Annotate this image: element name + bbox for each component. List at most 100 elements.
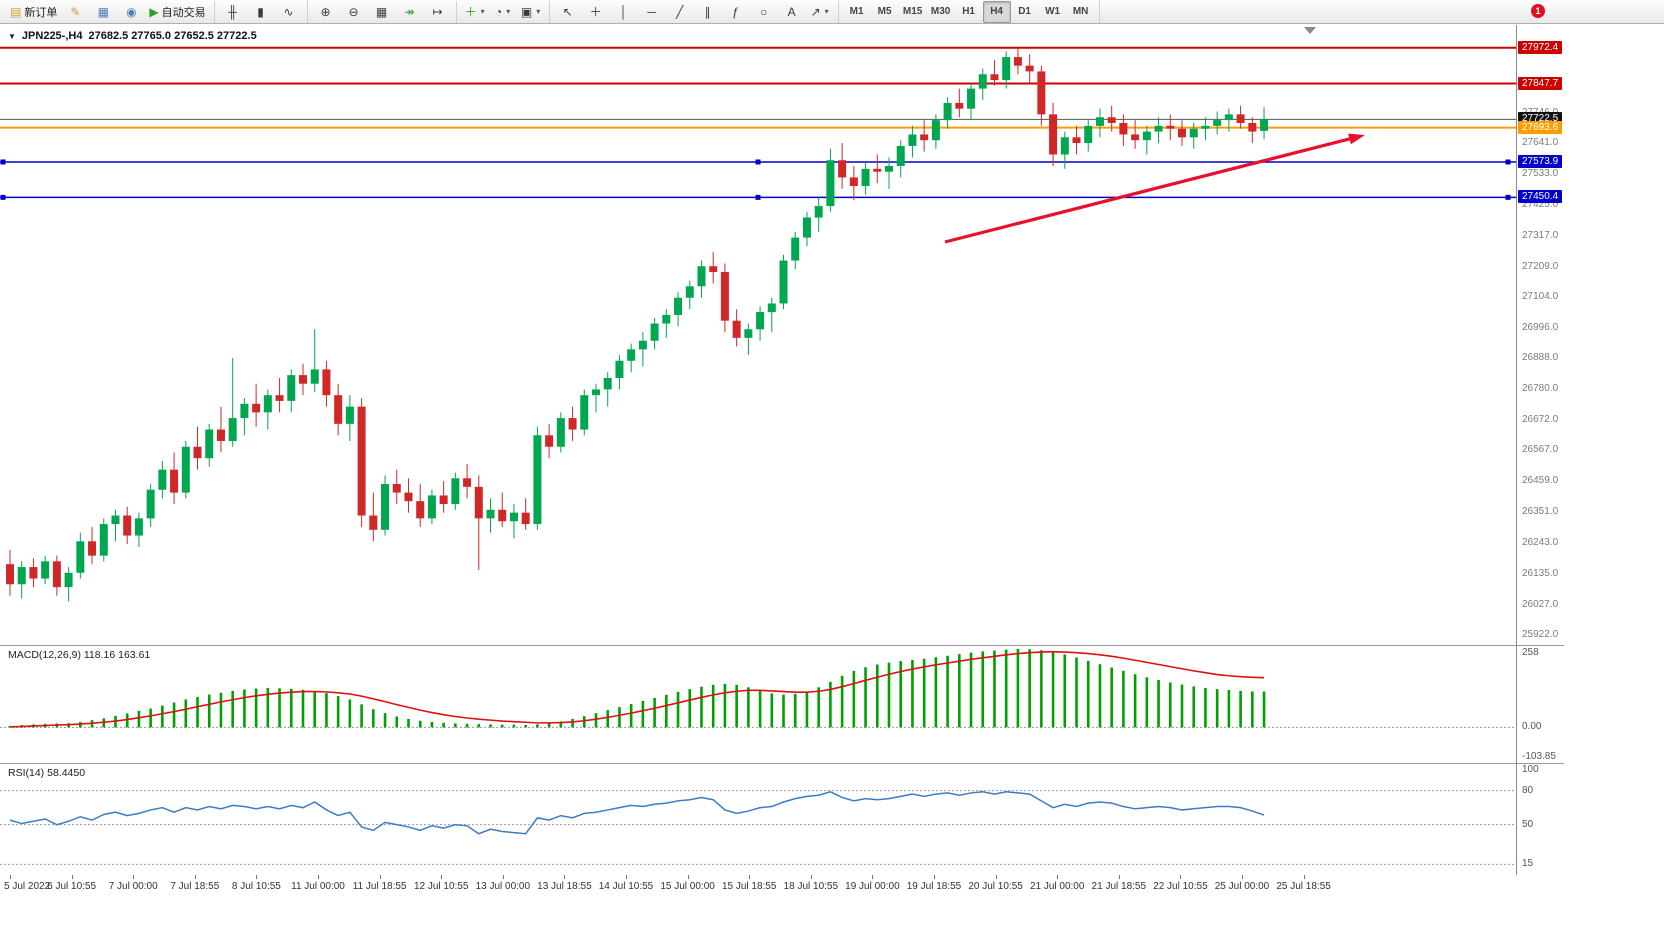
time-label: 7 Jul 18:55 <box>170 881 220 892</box>
line-chart-button[interactable]: ∿ <box>275 1 303 23</box>
price-tag: 27722.5 <box>1518 112 1563 126</box>
line-handle[interactable] <box>755 159 761 165</box>
trendline-button[interactable]: ╱ <box>666 1 694 23</box>
bar-chart-button[interactable]: ╫ <box>219 1 247 23</box>
auto-scroll-button[interactable]: ↠ <box>396 1 424 23</box>
price-tick-label: 25922.0 <box>1522 629 1559 641</box>
one-click-trading-toggle[interactable]: ▼ <box>8 31 16 41</box>
vertical-line-button[interactable]: │ <box>610 1 638 23</box>
candle <box>240 398 249 436</box>
time-tick <box>872 875 874 879</box>
line-handle[interactable] <box>0 159 6 165</box>
new-order-button[interactable]: ▤ 新订单 <box>6 1 61 23</box>
tf-h1-button[interactable]: H1 <box>955 1 983 23</box>
price-tag: 27972.4 <box>1518 40 1563 54</box>
time-tick <box>810 875 812 879</box>
tf-w1-button[interactable]: W1 <box>1039 1 1067 23</box>
candle <box>1131 120 1140 149</box>
market-watch-button[interactable]: ▦ <box>89 1 117 23</box>
horizontal-line-object[interactable] <box>0 194 1516 200</box>
tf-m30-button[interactable]: M30 <box>927 1 955 23</box>
periods-icon: ◔ <box>494 4 503 19</box>
rsi-panel[interactable] <box>0 763 1516 875</box>
tf-m5-button[interactable]: M5 <box>871 1 899 23</box>
line-handle[interactable] <box>1505 159 1511 165</box>
tf-h4-button[interactable]: H4 <box>982 0 1011 23</box>
candle <box>1189 122 1198 149</box>
time-axis[interactable]: 5 Jul 2022 6 Jul 10:55 7 Jul 00:00 7 Jul 18… <box>0 875 1664 903</box>
tf-mn-button-label: MN <box>1072 6 1089 17</box>
time-tick <box>934 875 935 879</box>
time-tick <box>687 875 689 879</box>
candle <box>521 498 530 530</box>
panel-separator[interactable] <box>0 763 1564 764</box>
rsi-scale-label: 15 <box>1522 858 1534 870</box>
horizontal-line-object[interactable] <box>0 159 1516 165</box>
time-tick <box>194 875 196 879</box>
indicators-button[interactable]: ＋ ▾ <box>461 1 489 23</box>
horizontal-line-button[interactable]: ─ <box>638 1 666 23</box>
indicators-icon: ＋ <box>464 4 477 19</box>
panel-separator[interactable] <box>0 645 1564 646</box>
chart-shift-button[interactable]: ↦ <box>424 1 452 23</box>
candle <box>205 423 214 467</box>
candle <box>181 441 190 499</box>
notification-badge[interactable]: 1 <box>1531 4 1545 18</box>
zoom-in-icon: ⊕ <box>320 4 331 19</box>
rsi-name: RSI(14) <box>8 767 45 779</box>
candle <box>123 506 132 545</box>
price-tag: 27450.4 <box>1518 190 1563 204</box>
candle <box>1142 125 1151 155</box>
zoom-in-button[interactable]: ⊕ <box>312 1 340 23</box>
crosshair-button[interactable]: ＋ <box>582 1 610 23</box>
time-label: 12 Jul 10:55 <box>413 881 469 892</box>
line-handle[interactable] <box>0 194 6 200</box>
navigator-button[interactable]: ◉ <box>117 1 145 23</box>
candle <box>873 154 882 184</box>
tf-m1-button[interactable]: M1 <box>843 1 871 23</box>
tf-m15-button[interactable]: M15 <box>899 1 927 23</box>
tile-windows-icon: ▦ <box>375 4 388 19</box>
navigator-icon: ◉ <box>126 4 137 19</box>
time-tick <box>10 875 11 879</box>
candle <box>1107 105 1116 132</box>
price-tick-label: 26027.0 <box>1522 599 1559 611</box>
symbol-period-label: JPN225-,H4 <box>21 30 83 42</box>
time-label: 11 Jul 18:55 <box>352 881 407 892</box>
candle <box>638 332 647 367</box>
tf-d1-button[interactable]: D1 <box>1011 1 1039 23</box>
candlestick-chart-button[interactable]: ▮ <box>247 1 275 23</box>
line-handle[interactable] <box>755 194 761 200</box>
candle <box>216 406 225 453</box>
tf-mn-button[interactable]: MN <box>1067 1 1095 23</box>
price-tick-label: 27317.0 <box>1522 229 1559 241</box>
candle <box>603 372 612 407</box>
channel-button[interactable]: ∥ <box>694 1 722 23</box>
macd-panel[interactable] <box>0 645 1516 763</box>
arrows-button[interactable]: ↗ ▾ <box>806 1 834 23</box>
candle <box>943 97 952 129</box>
tile-windows-button[interactable]: ▦ <box>368 1 396 23</box>
candle <box>310 329 319 393</box>
templates-button[interactable]: ▣ ▾ <box>517 1 545 23</box>
candle <box>685 280 694 310</box>
new-order-icon: ▤ <box>10 4 22 19</box>
price-tick-label: 26243.0 <box>1522 537 1559 549</box>
bar-chart-icon: ╫ <box>228 4 237 19</box>
shapes-button[interactable]: ○ <box>750 1 778 23</box>
cursor-button[interactable]: ↖ <box>554 1 582 23</box>
fibonacci-button[interactable]: ƒ <box>722 1 750 23</box>
candle <box>779 254 788 310</box>
candlestick-chart[interactable] <box>0 25 1516 645</box>
metaeditor-icon-button[interactable]: ✎ <box>61 1 89 23</box>
zoom-out-button[interactable]: ⊖ <box>340 1 368 23</box>
periods-button[interactable]: ◔ ▾ <box>489 1 517 23</box>
toolbar-group-draw: ↖ ＋ │ ─ ╱ ∥ ƒ ○ A ↗ ▾ <box>550 0 839 23</box>
autotrading-button[interactable]: ▶ 自动交易 <box>145 1 209 23</box>
line-handle[interactable] <box>1505 194 1511 200</box>
trend-arrow-annotation[interactable] <box>944 133 1365 244</box>
chart-shift-marker[interactable] <box>1304 27 1316 34</box>
tf-m30-button-label: M30 <box>930 6 951 17</box>
text-button[interactable]: A <box>778 1 806 23</box>
